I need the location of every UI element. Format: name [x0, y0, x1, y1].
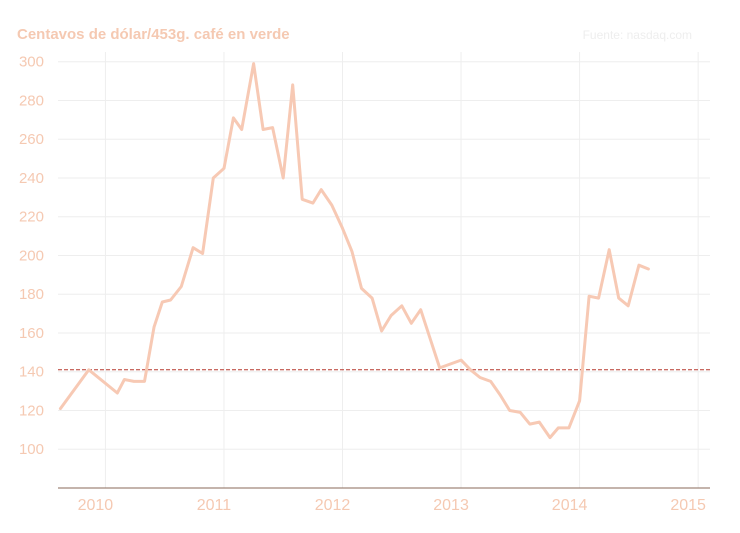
y-tick-label: 240	[19, 170, 44, 187]
y-tick-label: 280	[19, 92, 44, 109]
x-tick-label: 2011	[197, 497, 232, 514]
y-tick-label: 180	[19, 286, 44, 303]
y-tick-label: 160	[19, 325, 44, 342]
y-tick-label: 140	[19, 364, 44, 381]
y-axis-label: Centavos de dólar/453g. café en verde	[17, 26, 290, 43]
x-tick-label: 2014	[552, 497, 588, 514]
y-tick-label: 260	[19, 131, 44, 148]
x-tick-label: 2012	[315, 497, 351, 514]
x-tick-labels: 2010 2011 2012 2013 2014 2015	[78, 497, 706, 514]
x-tick-label: 2013	[433, 497, 469, 514]
y-tick-labels: 100 120 140 160 180 200 220 240 260 280 300	[19, 54, 44, 459]
x-tick-label: 2010	[78, 497, 114, 514]
series-line	[58, 62, 650, 440]
gridlines	[58, 52, 710, 488]
y-tick-label: 120	[19, 402, 44, 419]
x-tick-label: 2015	[670, 497, 706, 514]
y-tick-label: 200	[19, 247, 44, 264]
y-tick-label: 100	[19, 441, 44, 458]
y-tick-label: 300	[19, 54, 44, 71]
source-note: Fuente: nasdaq.com	[583, 28, 692, 42]
y-tick-label: 220	[19, 209, 44, 226]
